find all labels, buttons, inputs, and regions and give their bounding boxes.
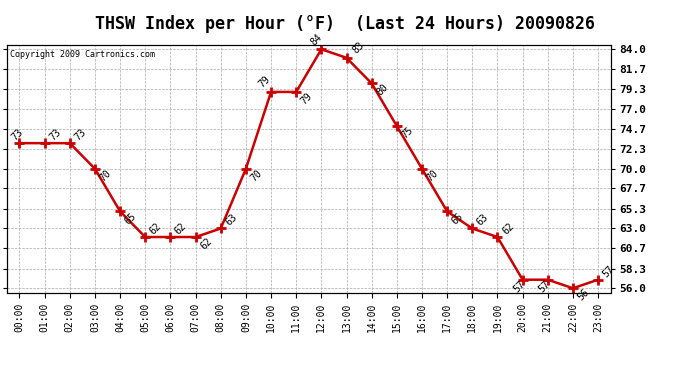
Text: 63: 63	[475, 212, 491, 228]
Text: 70: 70	[248, 168, 264, 183]
Text: 62: 62	[500, 221, 515, 236]
Text: 57: 57	[601, 264, 616, 279]
Text: 57: 57	[511, 279, 527, 294]
Text: 70: 70	[98, 168, 113, 183]
Text: 70: 70	[425, 168, 440, 183]
Text: 63: 63	[224, 212, 239, 228]
Text: Copyright 2009 Cartronics.com: Copyright 2009 Cartronics.com	[10, 50, 155, 59]
Text: 62: 62	[198, 236, 214, 252]
Text: 56: 56	[575, 287, 591, 303]
Text: 65: 65	[450, 210, 465, 226]
Text: 75: 75	[400, 125, 415, 141]
Text: 79: 79	[299, 91, 315, 106]
Text: 57: 57	[537, 279, 552, 294]
Text: 65: 65	[123, 210, 138, 226]
Text: 79: 79	[257, 74, 273, 90]
Text: 62: 62	[148, 221, 164, 236]
Text: 73: 73	[10, 127, 25, 142]
Text: THSW Index per Hour (°F)  (Last 24 Hours) 20090826: THSW Index per Hour (°F) (Last 24 Hours)…	[95, 15, 595, 33]
Text: 84: 84	[309, 32, 324, 47]
Text: 83: 83	[351, 40, 366, 56]
Text: 80: 80	[375, 82, 390, 98]
Text: 73: 73	[72, 127, 88, 142]
Text: 73: 73	[48, 127, 63, 142]
Text: 62: 62	[173, 221, 188, 236]
